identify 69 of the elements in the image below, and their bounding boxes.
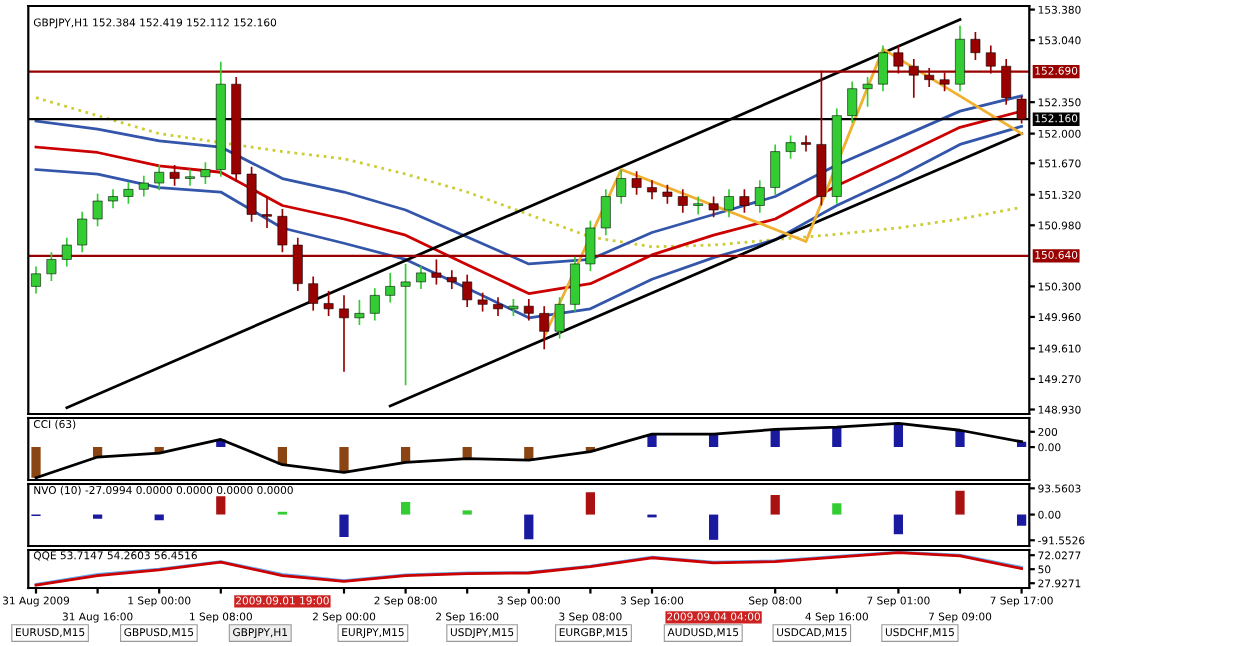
candlestick [46, 251, 57, 282]
candlestick [785, 134, 796, 160]
candlestick [554, 296, 565, 340]
candlestick [616, 168, 627, 205]
candlestick [878, 44, 888, 93]
candlestick [477, 291, 488, 313]
bar [893, 423, 904, 448]
candlestick [446, 269, 457, 290]
candlestick [354, 299, 365, 326]
candlestick [169, 164, 180, 187]
line-series [542, 47, 1023, 339]
candlestick [970, 31, 981, 61]
candlestick [862, 76, 873, 108]
candlestick [369, 287, 380, 322]
candlestick [631, 170, 642, 196]
candlestick [600, 188, 611, 236]
candlestick [339, 294, 349, 373]
candlestick [462, 273, 473, 308]
candlestick [77, 210, 88, 254]
bar [400, 501, 411, 515]
bar [339, 514, 349, 538]
candlestick [770, 143, 781, 196]
bar [770, 494, 780, 515]
candlestick [416, 264, 426, 290]
candlestick [400, 263, 411, 387]
line-series [34, 125, 1023, 320]
candlestick [739, 188, 750, 214]
candlestick [662, 184, 673, 205]
candlestick [801, 134, 811, 153]
candlestick [570, 255, 580, 313]
candlestick [92, 192, 103, 228]
bar [955, 490, 965, 515]
candlestick [585, 219, 596, 272]
candlestick [539, 305, 550, 351]
bar [708, 434, 719, 448]
candlestick [246, 166, 257, 223]
candlestick [123, 181, 134, 205]
candlestick [647, 179, 657, 201]
bar [339, 447, 349, 473]
bar [1016, 514, 1027, 526]
candlestick [138, 175, 149, 198]
candlestick [677, 188, 688, 214]
candlestick [262, 195, 272, 229]
bar [400, 447, 411, 463]
candlestick [955, 24, 965, 93]
candlestick [724, 188, 734, 219]
bar [893, 514, 904, 535]
bar [216, 496, 226, 515]
bar [708, 514, 719, 540]
candlestick [308, 275, 319, 312]
candlestick [385, 272, 396, 304]
bar [832, 503, 842, 515]
candlestick [493, 296, 503, 317]
candlestick [154, 164, 165, 192]
line-series [34, 421, 1023, 480]
candlestick [323, 290, 334, 317]
candlestick [108, 188, 118, 210]
candlestick [200, 161, 211, 185]
bar [955, 430, 965, 448]
candlestick [185, 168, 195, 187]
candlestick [693, 195, 704, 216]
bar [524, 514, 534, 540]
candlestick [523, 298, 534, 322]
bar [832, 427, 842, 448]
bar [585, 492, 596, 515]
candlestick [61, 237, 72, 268]
candlestick [708, 195, 719, 219]
bar [31, 447, 41, 478]
candlestick [754, 179, 765, 214]
